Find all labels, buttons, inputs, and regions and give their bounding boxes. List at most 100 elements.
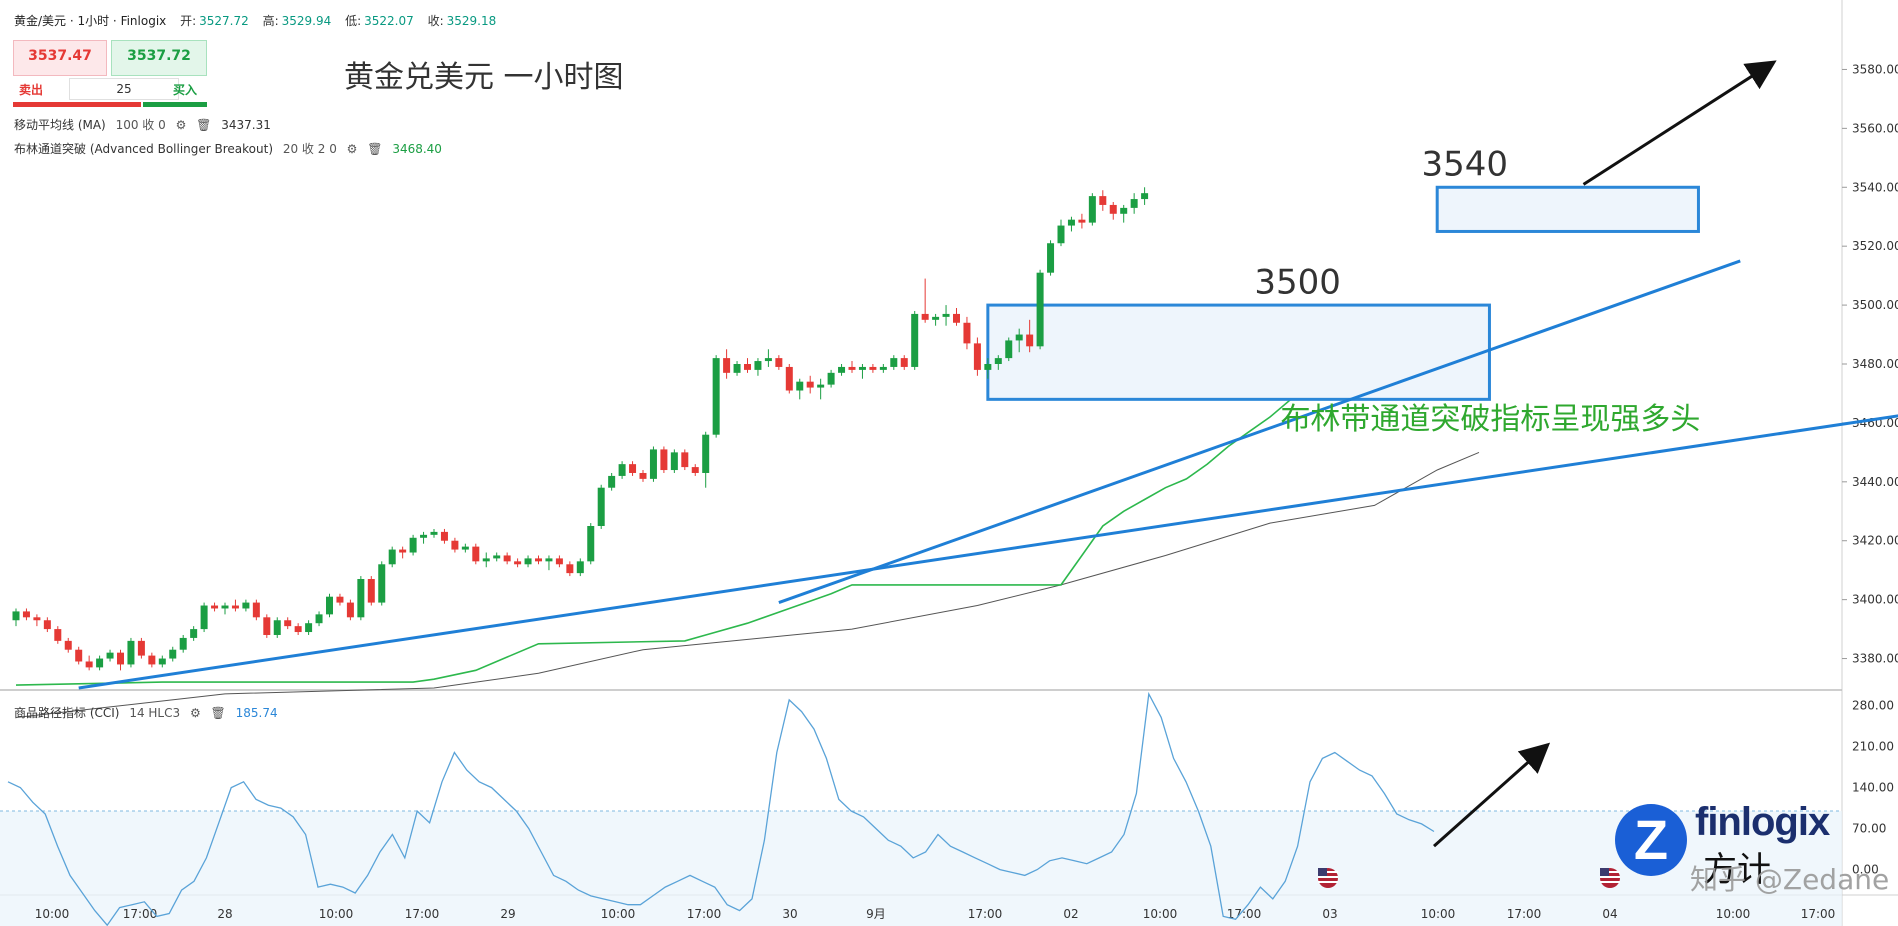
- candle-body: [1067, 219, 1075, 226]
- delete-icon[interactable]: 🗑: [210, 706, 226, 720]
- candle-body: [858, 366, 866, 370]
- candle-body: [963, 322, 971, 344]
- candle-body: [284, 620, 292, 627]
- candle-body: [597, 487, 605, 526]
- low-label: 低:: [345, 14, 362, 28]
- candle-body: [691, 467, 699, 473]
- candle-body: [754, 361, 762, 370]
- candle-body: [1015, 334, 1023, 341]
- sell-button[interactable]: [13, 40, 107, 76]
- time-tick-label: 17:00: [1507, 907, 1542, 921]
- candle-body: [221, 605, 229, 609]
- consolidation-box-upper: [1435, 185, 1700, 233]
- settings-icon[interactable]: ⚙: [346, 142, 358, 156]
- arrow-main: [1582, 60, 1777, 186]
- us-flag-icon: [1318, 868, 1338, 888]
- candle-body: [252, 602, 260, 618]
- time-tick-label: 29: [500, 907, 515, 921]
- cci-tick-label: 280.00: [1852, 699, 1894, 713]
- candle-body: [681, 452, 689, 468]
- candle-body: [1078, 219, 1086, 223]
- buy-label[interactable]: 买入: [173, 83, 198, 97]
- candle-body: [932, 316, 940, 320]
- candle-body: [785, 366, 793, 391]
- cci-indicator-legend[interactable]: 商品路径指标 (CCI) 14 HLC3 ⚙ 🗑 185.74: [14, 704, 278, 721]
- candle-body: [33, 617, 41, 621]
- candle-body: [744, 364, 751, 370]
- candle-body: [106, 652, 114, 659]
- candle-body: [273, 620, 281, 635]
- trendline: [78, 414, 1898, 690]
- candle-body: [900, 358, 908, 367]
- time-tick-label: 10:00: [1143, 907, 1178, 921]
- price-tick-label: 3420.00: [1852, 534, 1898, 548]
- candle-body: [629, 464, 637, 473]
- candle-body: [869, 366, 877, 370]
- candle-body: [242, 602, 250, 609]
- buy-ratio-bar: [143, 102, 207, 107]
- settings-icon[interactable]: ⚙: [175, 118, 187, 132]
- candle-body: [545, 558, 553, 562]
- bollinger-indicator-legend[interactable]: 布林通道突破 (Advanced Bollinger Breakout) 20 …: [14, 140, 442, 157]
- time-tick-label: 03: [1322, 907, 1337, 921]
- candle-body: [22, 611, 30, 618]
- time-tick-label: 10:00: [319, 907, 354, 921]
- candle-body: [461, 546, 469, 550]
- symbol-name: 黄金/美元 · 1小时 · Finlogix: [14, 14, 167, 28]
- price-tick-label: 3480.00: [1852, 357, 1898, 371]
- candle-body: [482, 558, 490, 562]
- candle-body: [315, 614, 323, 624]
- settings-icon[interactable]: ⚙: [189, 706, 201, 720]
- bollinger-value: 3468.40: [392, 142, 442, 156]
- candle-body: [660, 449, 668, 471]
- candle-body: [430, 531, 438, 535]
- flag-canton: [1600, 868, 1609, 876]
- low-value: 3522.07: [364, 14, 414, 28]
- time-tick-label: 9月: [866, 907, 886, 921]
- finlogix-logo: Z finlogix 方计: [1615, 800, 1830, 900]
- candle-body: [921, 313, 929, 320]
- candle-body: [440, 531, 448, 541]
- time-tick-label: 17:00: [405, 907, 440, 921]
- candle-body: [263, 617, 271, 635]
- price-tick-label: 3580.00: [1852, 62, 1898, 76]
- candle-body: [420, 534, 428, 538]
- candle-body: [524, 558, 532, 565]
- delete-icon[interactable]: 🗑: [367, 142, 383, 156]
- time-tick-label: 10:00: [1421, 907, 1456, 921]
- delete-icon[interactable]: 🗑: [196, 118, 212, 132]
- candle-body: [54, 629, 62, 641]
- ma-indicator-legend[interactable]: 移动平均线 (MA) 100 收 0 ⚙ 🗑 3437.31: [14, 116, 271, 133]
- candle-body: [576, 561, 584, 574]
- candle-body: [942, 313, 950, 317]
- candle-body: [775, 358, 783, 367]
- cci-tick-label: 210.00: [1852, 740, 1894, 754]
- buy-button[interactable]: [111, 40, 207, 76]
- candle-body: [294, 626, 302, 633]
- candle-body: [12, 611, 20, 621]
- cci-band: [0, 811, 1842, 926]
- candle-body: [827, 372, 835, 385]
- price-tick-label: 3520.00: [1852, 239, 1898, 253]
- candle-body: [973, 343, 981, 370]
- quantity-input[interactable]: 25: [69, 78, 179, 100]
- flag-canton: [1318, 868, 1327, 876]
- ma-value: 3437.31: [221, 118, 271, 132]
- flag-stripe: [1600, 876, 1620, 878]
- consolidation-box-lower: [986, 303, 1491, 401]
- logo-letter: Z: [1615, 804, 1687, 876]
- time-tick-label: 17:00: [1801, 907, 1836, 921]
- candle-body: [148, 655, 156, 665]
- candle-body: [64, 640, 72, 650]
- candle-body: [608, 475, 616, 488]
- open-label: 开:: [180, 14, 197, 28]
- candle-body: [409, 537, 417, 553]
- flag-stripe: [1600, 881, 1620, 883]
- candle-body: [158, 658, 166, 665]
- bollinger-label: 布林通道突破 (Advanced Bollinger Breakout): [14, 142, 274, 156]
- time-tick-label: 17:00: [687, 907, 722, 921]
- price-tick-label: 3400.00: [1852, 593, 1898, 607]
- sell-label[interactable]: 卖出: [19, 83, 44, 97]
- cci-label: 商品路径指标 (CCI): [14, 706, 120, 720]
- cci-params: 14 HLC3: [129, 706, 181, 720]
